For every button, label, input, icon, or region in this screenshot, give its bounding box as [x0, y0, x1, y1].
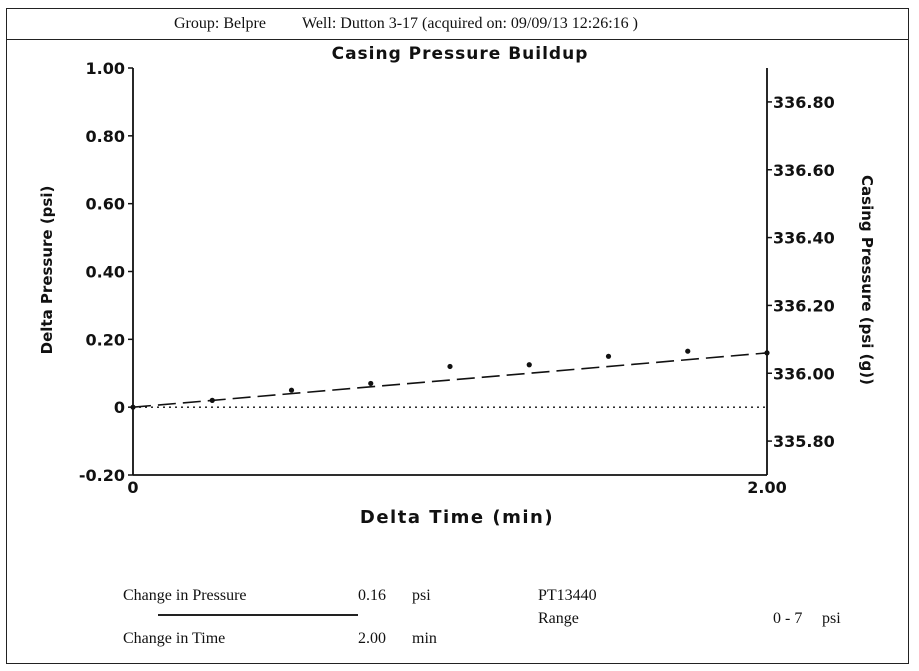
data-point — [764, 350, 770, 356]
change-time-label: Change in Time — [123, 630, 226, 647]
chart-title: Casing Pressure Buildup — [331, 44, 589, 64]
report-frame — [6, 8, 909, 664]
data-point — [447, 363, 453, 370]
y2-tick-label: 336.20 — [773, 296, 835, 315]
y-tick-label: -0.20 — [79, 466, 125, 485]
y2-tick-label: 336.80 — [773, 93, 835, 112]
change-pressure-value: 0.16 — [358, 587, 386, 604]
range-value: 0 - 7 — [773, 610, 803, 627]
change-pressure-unit: psi — [412, 587, 431, 604]
y-tick-label: 1.00 — [86, 59, 125, 78]
data-point — [368, 380, 374, 387]
y-tick-label: 0.60 — [86, 195, 125, 214]
y-tick-label: 0.80 — [86, 127, 125, 146]
data-point — [209, 397, 215, 403]
x-tick-label: 2.00 — [747, 478, 786, 497]
x-axis-label: Delta Time (min) — [360, 507, 554, 528]
y-tick-label: 0.40 — [86, 263, 125, 282]
y2-axis-label: Casing Pressure (psi (g)) — [858, 175, 876, 385]
change-time-unit: min — [412, 630, 437, 647]
trend-line — [132, 352, 768, 408]
y-tick-label: 0 — [114, 398, 125, 417]
change-pressure-label: Change in Pressure — [123, 587, 247, 604]
x-tick-label: 0 — [127, 478, 138, 497]
well-label: Well: Dutton 3-17 (acquired on: 09/09/13… — [302, 15, 638, 32]
y2-tick-label: 336.00 — [773, 364, 835, 383]
data-point — [605, 353, 612, 359]
data-point — [685, 348, 691, 354]
group-label: Group: Belpre — [174, 15, 266, 32]
report-header: Group: Belpre Well: Dutton 3-17 (acquire… — [6, 8, 909, 40]
data-point — [526, 362, 532, 368]
y-axis-label: Delta Pressure (psi) — [38, 186, 56, 355]
y2-tick-label: 335.80 — [773, 432, 835, 451]
y-tick-label: 0.20 — [86, 330, 125, 349]
range-label: Range — [538, 610, 579, 627]
range-unit: psi — [822, 610, 841, 627]
data-point — [288, 387, 295, 393]
footer-divider — [158, 614, 358, 616]
y2-tick-label: 336.40 — [773, 229, 835, 248]
gauge-id: PT13440 — [538, 587, 597, 604]
y2-tick-label: 336.60 — [773, 161, 835, 180]
change-time-value: 2.00 — [358, 630, 386, 647]
